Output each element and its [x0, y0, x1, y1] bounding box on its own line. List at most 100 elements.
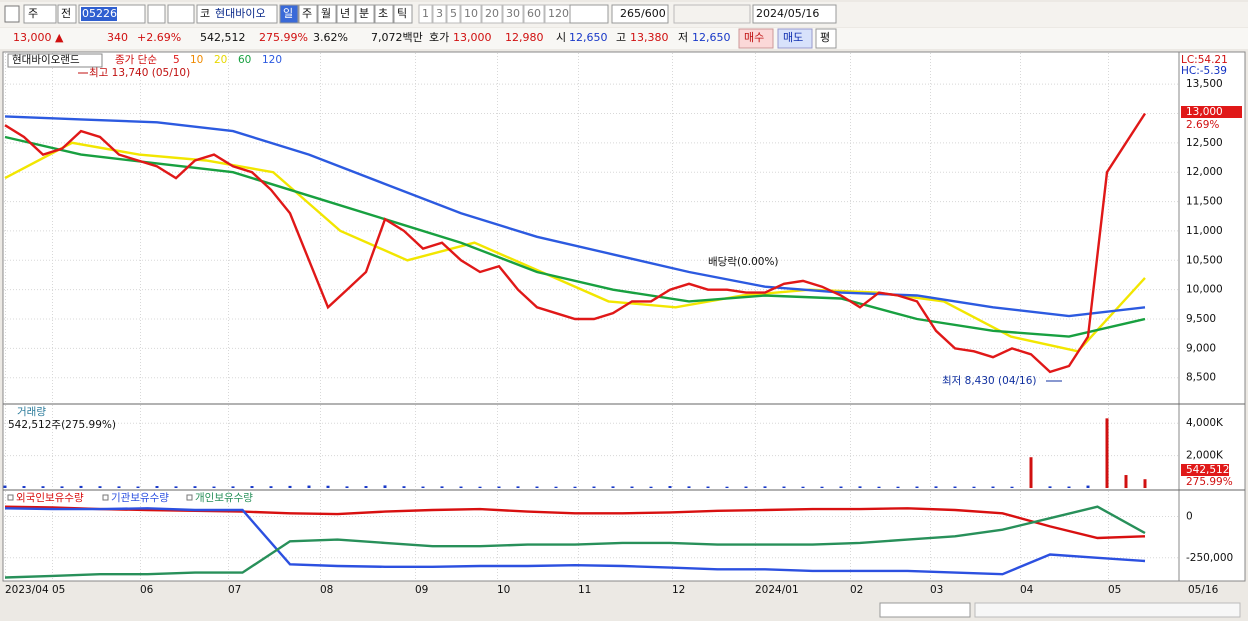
turnover: 3.62%	[313, 31, 348, 44]
holding-line	[4, 507, 1146, 576]
y-tick-label: 13,500	[1186, 78, 1223, 90]
legend-entry: 기관보유수량	[111, 492, 169, 504]
volume-bar	[1086, 485, 1090, 488]
period-btn[interactable]	[374, 4, 394, 24]
volume-bar	[1048, 486, 1052, 488]
interval-btn[interactable]	[481, 4, 503, 24]
volume-bar	[79, 485, 83, 488]
x-tick-label: 09	[415, 584, 428, 596]
x-tick-label: 02	[850, 584, 863, 596]
y-tick-label: 10,000	[1186, 284, 1223, 296]
panel-subtitle: 542,512주(275.99%)	[8, 419, 116, 431]
legend-title: 현대바이오랜드	[12, 54, 80, 66]
interval-btn[interactable]	[523, 4, 545, 24]
sell-btn[interactable]	[777, 28, 813, 49]
volume-bar	[364, 486, 368, 488]
prev: 전	[61, 7, 71, 20]
low-label: 저	[678, 31, 688, 44]
open-label: 시	[556, 31, 566, 44]
name-box	[196, 4, 278, 24]
legend-label: 종가 단순	[115, 54, 157, 66]
high: 13,380	[630, 31, 669, 44]
volume-bar	[1105, 418, 1109, 488]
period-btn[interactable]	[298, 4, 318, 24]
legend-period: 120	[262, 54, 282, 66]
volume-bar	[877, 486, 881, 488]
volume-bar	[1010, 486, 1014, 488]
volume-bar	[630, 486, 634, 488]
combo[interactable]	[569, 4, 609, 24]
y-tick-label: 12,500	[1186, 137, 1223, 149]
x-tick-label: 05/16	[1188, 584, 1219, 596]
volume-bar	[421, 486, 425, 488]
x-tick-label: 2023/04	[5, 584, 49, 596]
period-btn[interactable]	[393, 4, 413, 24]
open: 12,650	[569, 31, 608, 44]
x-tick-label: 05	[52, 584, 65, 596]
volume-bar	[687, 486, 691, 488]
volume-bar	[554, 486, 558, 488]
market-select[interactable]	[23, 4, 57, 24]
period-btn[interactable]	[336, 4, 356, 24]
last-volume-box	[1181, 464, 1229, 476]
code: 052260	[82, 7, 124, 20]
menu-icon[interactable]	[4, 5, 20, 23]
y-tick-label: 9,500	[1186, 313, 1216, 325]
volume-bar	[915, 486, 919, 488]
tool-icons[interactable]	[673, 4, 751, 24]
y-tick-label: 11,000	[1186, 225, 1223, 237]
period-btn[interactable]	[355, 4, 375, 24]
x-tick-label: 12	[672, 584, 685, 596]
period-btn[interactable]	[317, 4, 337, 24]
period: 분	[359, 7, 369, 20]
scroll-buttons[interactable]	[879, 602, 971, 618]
volume-bar	[839, 486, 843, 488]
volume-bar	[60, 486, 64, 488]
volume-bar	[402, 486, 406, 488]
period-btn[interactable]	[279, 4, 299, 24]
volume-bar	[649, 486, 653, 488]
avg-btn[interactable]	[815, 28, 837, 49]
ma-line	[4, 112, 1147, 374]
interval-btn[interactable]	[460, 4, 482, 24]
axis-area	[1178, 51, 1246, 582]
high-label: 고	[616, 31, 626, 44]
volume-bar	[193, 486, 197, 488]
volume-bar	[535, 486, 539, 488]
volume-bar	[611, 486, 615, 488]
interval: 30	[506, 7, 520, 20]
quote-label: 호가	[429, 31, 449, 44]
volume-bar	[117, 486, 121, 488]
y-tick-label: 4,000K	[1186, 417, 1224, 429]
date-box[interactable]	[752, 4, 837, 24]
sound-btn[interactable]	[167, 4, 195, 24]
interval-btn[interactable]	[446, 4, 461, 24]
interval: 120	[548, 7, 569, 20]
prev-btn[interactable]	[57, 4, 77, 24]
y-tick-label: 2,000K	[1186, 450, 1224, 462]
buy-btn[interactable]	[738, 28, 774, 49]
zoom-tools[interactable]	[974, 602, 1241, 618]
x-tick-label: 2024/01	[755, 584, 799, 596]
interval-btn[interactable]	[432, 4, 447, 24]
interval: 20	[485, 7, 499, 20]
volume-bar	[991, 486, 995, 488]
interval-btn[interactable]	[418, 4, 433, 24]
volume-pct: 275.99%	[259, 31, 308, 44]
x-tick-label: 11	[578, 584, 591, 596]
change: 340	[107, 31, 128, 44]
legend-period: 5	[173, 54, 180, 66]
volume-bar	[250, 486, 254, 488]
legend-bg	[7, 53, 103, 68]
ma-line	[4, 135, 1146, 338]
interval-btn[interactable]	[502, 4, 524, 24]
x-tick-label: 05	[1108, 584, 1121, 596]
buy: 매수	[744, 31, 764, 44]
hc: HC:-5.39	[1181, 65, 1227, 77]
volume-bar	[22, 486, 26, 488]
volume-bar	[383, 485, 387, 488]
volume-bar	[307, 485, 311, 488]
legend-period: 20	[214, 54, 227, 66]
count-box[interactable]	[611, 4, 669, 24]
search-btn[interactable]	[147, 4, 166, 24]
